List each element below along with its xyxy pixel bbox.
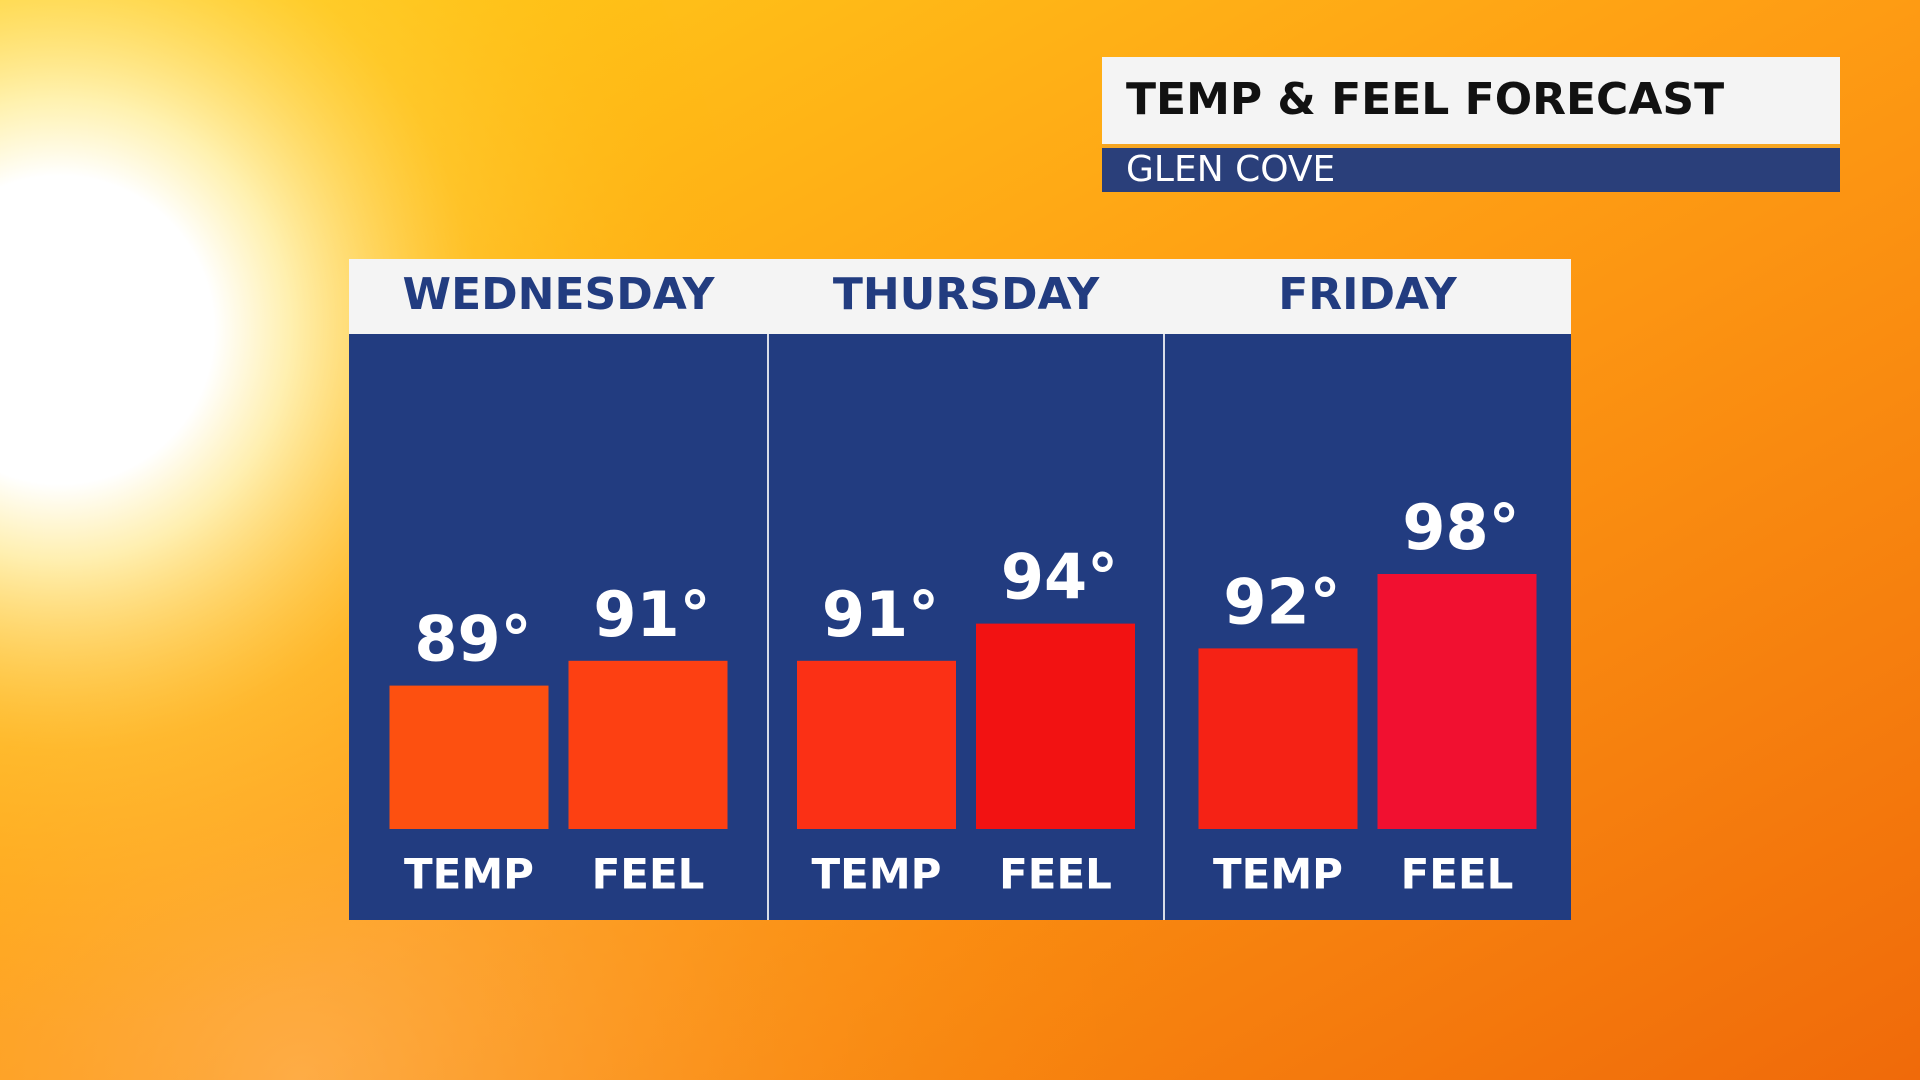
value-label: 94° <box>1001 541 1118 614</box>
panel <box>349 334 1571 920</box>
bar <box>568 660 728 829</box>
series-label: FEEL <box>592 850 705 899</box>
title-box <box>1102 57 1840 144</box>
chart-title: TEMP & FEEL FORECAST <box>1126 74 1724 125</box>
bar <box>389 685 549 829</box>
day-label: WEDNESDAY <box>403 269 716 320</box>
series-label: TEMP <box>404 850 534 899</box>
value-label: 91° <box>822 578 939 651</box>
bar <box>1198 648 1358 829</box>
bar <box>1377 574 1537 829</box>
value-label: 91° <box>593 578 710 651</box>
value-label: 89° <box>414 603 531 676</box>
series-label: TEMP <box>812 850 942 899</box>
title-divider <box>1102 144 1840 148</box>
subtitle-box <box>1102 148 1840 192</box>
panel-header <box>349 259 1571 334</box>
value-label: 98° <box>1402 491 1519 564</box>
value-label: 92° <box>1223 565 1340 638</box>
bar <box>797 660 956 829</box>
day-label: THURSDAY <box>833 269 1101 320</box>
chart-subtitle: GLEN COVE <box>1126 149 1335 190</box>
series-label: TEMP <box>1213 850 1343 899</box>
series-label: FEEL <box>1401 850 1514 899</box>
day-label: FRIDAY <box>1278 269 1458 320</box>
series-label: FEEL <box>999 850 1112 899</box>
bar <box>976 623 1135 829</box>
